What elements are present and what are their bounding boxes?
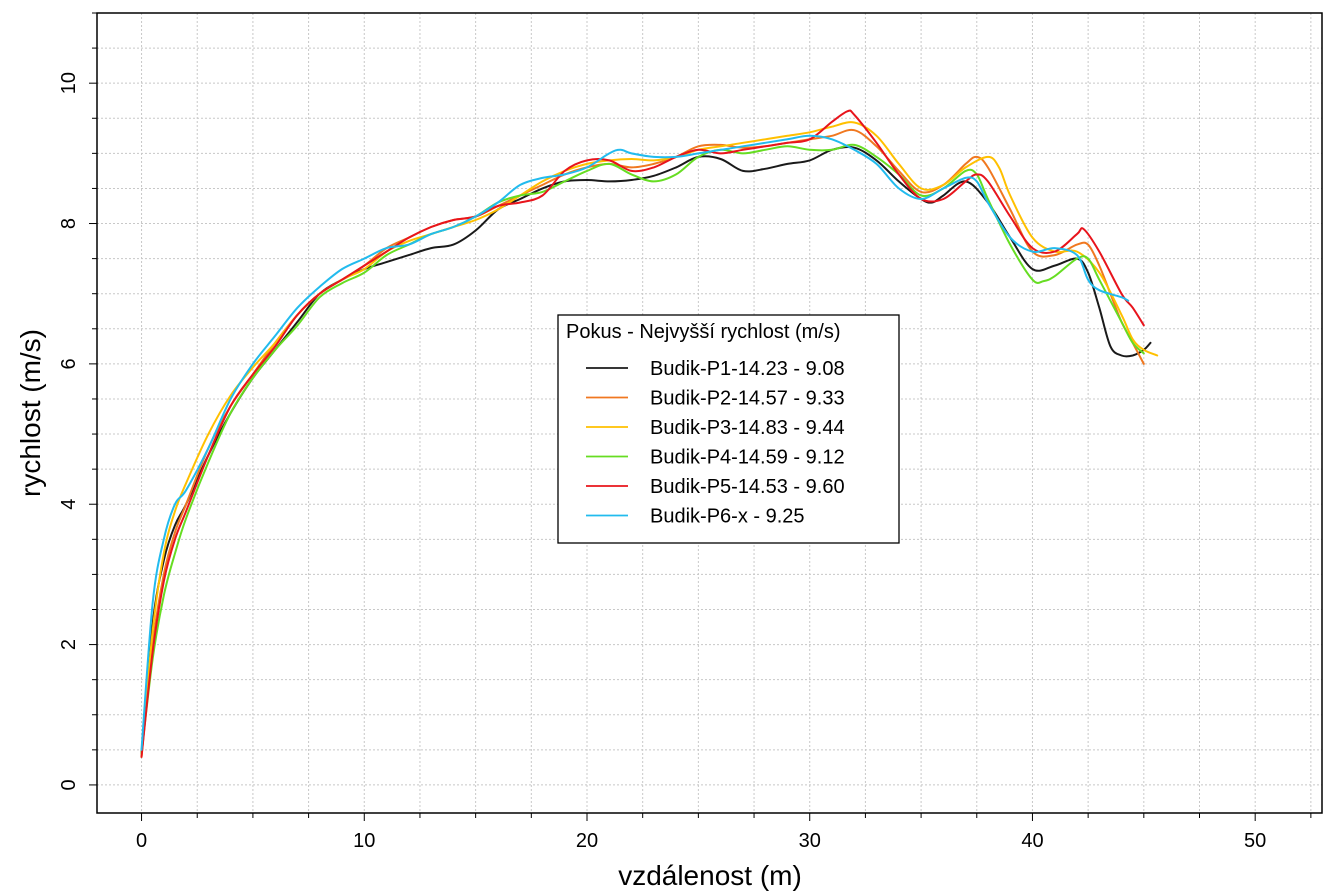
y-tick-label: 2 [58, 639, 80, 650]
plot-frame [96, 12, 1323, 814]
x-tick-label: 0 [136, 830, 147, 852]
legend-box [557, 314, 900, 544]
series-line-5 [140, 109, 1145, 758]
legend-label-4: Budik-P4-14.59 - 9.12 [650, 447, 845, 469]
legend-label-1: Budik-P1-14.23 - 9.08 [650, 358, 845, 380]
ticks: 0 10 20 30 40 50 0 2 4 6 8 10 [58, 12, 1312, 852]
legend-items: Budik-P1-14.23 - 9.08 Budik-P2-14.57 - 9.… [586, 358, 845, 528]
x-tick-label: 50 [1244, 830, 1266, 852]
x-tick-label: 40 [1021, 830, 1043, 852]
grid [97, 12, 1322, 813]
legend: Pokus - Nejvyšší rychlost (m/s) Budik-P1… [557, 314, 900, 544]
series-line-6 [140, 134, 1130, 751]
series-layer [140, 109, 1159, 758]
legend-label-2: Budik-P2-14.57 - 9.33 [650, 388, 845, 410]
series-line-4 [140, 143, 1145, 755]
x-tick-label: 10 [353, 830, 375, 852]
y-tick-label: 0 [58, 779, 80, 790]
y-axis-title: rychlost (m/s) [15, 329, 46, 497]
x-axis-title: vzdálenost (m) [618, 860, 802, 891]
legend-label-5: Budik-P5-14.53 - 9.60 [650, 476, 845, 498]
y-tick-label: 4 [58, 499, 80, 510]
x-tick-label: 30 [799, 830, 821, 852]
legend-title: Pokus - Nejvyšší rychlost (m/s) [566, 321, 840, 343]
y-tick-label: 6 [58, 358, 80, 369]
y-tick-label: 10 [58, 72, 80, 94]
x-tick-label: 20 [576, 830, 598, 852]
legend-label-6: Budik-P6-x - 9.25 [650, 506, 805, 528]
series-line-3 [140, 121, 1159, 758]
legend-label-3: Budik-P3-14.83 - 9.44 [650, 417, 845, 439]
y-tick-label: 8 [58, 218, 80, 229]
